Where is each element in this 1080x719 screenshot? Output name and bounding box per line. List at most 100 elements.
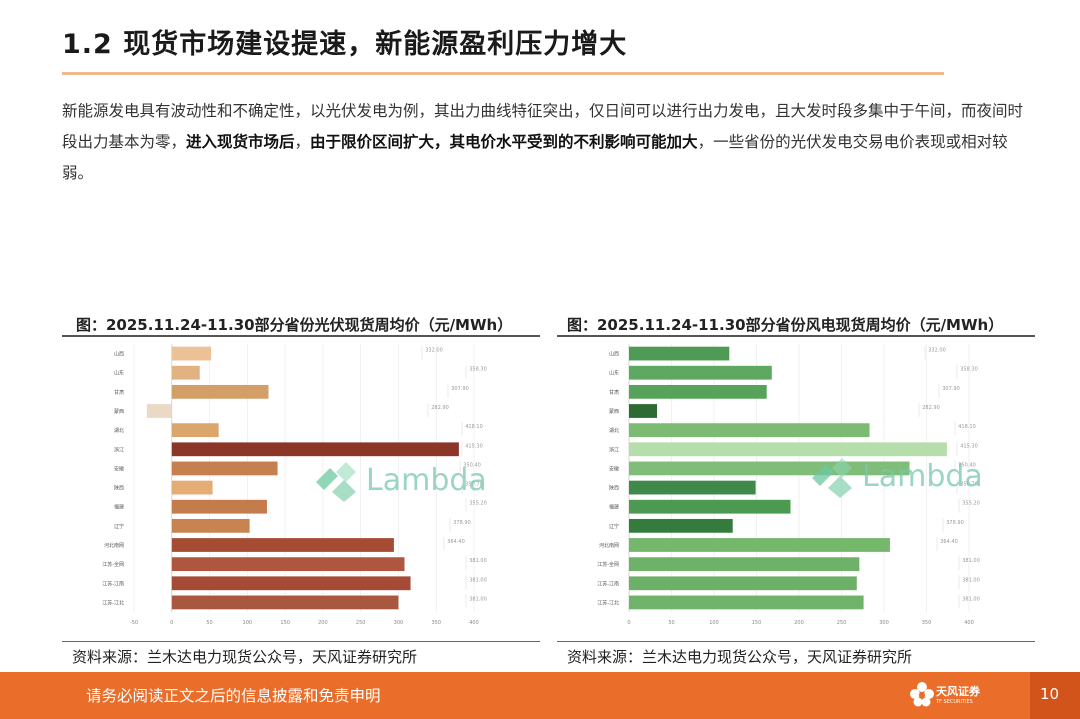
category-label: 甘肃 bbox=[114, 389, 124, 396]
category-label: 河北南网 bbox=[104, 542, 124, 549]
pv-figure-bottom-rule bbox=[62, 641, 540, 642]
pv-figure-source: 资料来源：兰木达电力现货公众号，天风证券研究所 bbox=[72, 648, 418, 666]
lambda-logo-icon bbox=[812, 458, 858, 502]
value-label: 307.90 bbox=[451, 386, 469, 392]
paragraph-bold-1: 进入现货市场后 bbox=[186, 133, 295, 151]
value-label: 282.90 bbox=[922, 405, 940, 411]
bar bbox=[629, 480, 756, 495]
category-label: 辽宁 bbox=[114, 523, 124, 530]
x-tick-label: 100 bbox=[243, 620, 253, 626]
footer-disclaimer: 请务必阅读正文之后的信息披露和免责申明 bbox=[86, 687, 381, 705]
category-label: 山东 bbox=[609, 370, 619, 377]
category-label: 山东 bbox=[114, 370, 124, 377]
value-label: 355.20 bbox=[469, 501, 487, 507]
footer-bar: 请务必阅读正文之后的信息披露和免责申明 天风证券 TF SECURITIES 1… bbox=[0, 672, 1080, 719]
wind-figure-top-rule bbox=[557, 335, 1035, 337]
bar bbox=[629, 404, 658, 418]
category-label: 江苏-全网 bbox=[597, 561, 619, 568]
body-paragraph: 新能源发电具有波动性和不确定性，以光伏发电为例，其出力曲线特征突出，仅日间可以进… bbox=[62, 96, 1030, 189]
wind-figure-bottom-rule bbox=[557, 641, 1035, 642]
category-label: 福建 bbox=[114, 504, 124, 511]
footer-brand: 天风证券 bbox=[936, 685, 980, 698]
x-tick-label: 350 bbox=[922, 620, 932, 626]
category-label: 浙江 bbox=[609, 446, 619, 453]
paragraph-text-1: 新能源发电具有波动性和不确定性，以光伏发电为例，其出力曲线特征突出，仅日间可以进… bbox=[62, 102, 1024, 151]
flower-logo-icon bbox=[910, 682, 934, 707]
page-title: 1.2 现货市场建设提速，新能源盈利压力增大 bbox=[62, 29, 628, 60]
bar bbox=[629, 576, 857, 591]
category-label: 江苏-江南 bbox=[597, 580, 619, 587]
category-label: 辽宁 bbox=[609, 523, 619, 530]
x-tick-label: 150 bbox=[752, 620, 762, 626]
value-label: 282.90 bbox=[431, 405, 449, 411]
x-tick-label: 250 bbox=[356, 620, 366, 626]
value-label: 381.00 bbox=[469, 558, 487, 564]
x-tick-label: 300 bbox=[879, 620, 889, 626]
value-label: 350.40 bbox=[463, 462, 481, 468]
bar bbox=[629, 538, 890, 552]
value-label: 378.90 bbox=[453, 520, 471, 526]
lambda-logo-icon bbox=[316, 462, 362, 506]
x-tick-label: 200 bbox=[318, 620, 328, 626]
x-tick-label: 100 bbox=[709, 620, 719, 626]
category-label: 陕西 bbox=[609, 485, 619, 492]
category-label: 安徽 bbox=[114, 465, 124, 472]
bar bbox=[629, 518, 733, 533]
x-tick-label: 200 bbox=[794, 620, 804, 626]
x-tick-label: 150 bbox=[280, 620, 290, 626]
category-label: 浙江 bbox=[114, 446, 124, 453]
page-number-box bbox=[1030, 672, 1080, 719]
value-label: 381.00 bbox=[469, 596, 487, 602]
paragraph-text-2: ， bbox=[294, 133, 311, 151]
x-tick-label: 0 bbox=[627, 620, 630, 626]
value-label: 364.40 bbox=[940, 539, 958, 545]
wind-figure-source: 资料来源：兰木达电力现货公众号，天风证券研究所 bbox=[567, 648, 913, 666]
paragraph-bold-2: 由于限价区间扩大，其电价水平受到的不利影响可能加大 bbox=[310, 133, 698, 151]
category-label: 江苏-全网 bbox=[102, 561, 124, 568]
value-label: 332.00 bbox=[928, 348, 946, 354]
category-label: 福建 bbox=[609, 504, 619, 511]
bar bbox=[171, 576, 411, 591]
value-label: 415.30 bbox=[465, 443, 483, 449]
pv-price-chart: -50 0 50 100 150 200 250 300 350 400 山西 332.00 山东 358… bbox=[62, 338, 540, 638]
bar bbox=[146, 404, 172, 418]
x-tick-label: 300 bbox=[394, 620, 404, 626]
category-label: 江苏-江北 bbox=[102, 599, 124, 606]
wind-watermark: Lambda bbox=[862, 459, 983, 494]
x-tick-label: 400 bbox=[964, 620, 974, 626]
value-label: 418.10 bbox=[958, 424, 976, 430]
category-label: 山西 bbox=[114, 351, 124, 358]
x-tick-label: 250 bbox=[837, 620, 847, 626]
category-label: 山西 bbox=[609, 351, 619, 358]
value-label: 350.70 bbox=[960, 482, 978, 488]
value-label: 355.20 bbox=[962, 501, 980, 507]
category-label: 江苏-江南 bbox=[102, 580, 124, 587]
pv-figure-title: 图：2025.11.24-11.30部分省份光伏现货周均价（元/MWh） bbox=[76, 316, 513, 334]
bar bbox=[171, 499, 267, 514]
bar bbox=[629, 346, 730, 361]
x-tick-label: 400 bbox=[469, 620, 479, 626]
wind-chart-svg: 0 50 100 150 200 250 300 350 400 山西 332.00 山东 358.30… bbox=[597, 344, 980, 626]
value-label: 307.90 bbox=[942, 386, 960, 392]
bar bbox=[171, 557, 405, 572]
x-tick-label: 50 bbox=[206, 620, 212, 626]
value-label: 364.40 bbox=[447, 539, 465, 545]
value-label: 381.00 bbox=[962, 577, 980, 583]
bar bbox=[171, 480, 213, 495]
value-label: 381.00 bbox=[962, 558, 980, 564]
value-label: 350.70 bbox=[465, 482, 483, 488]
bar bbox=[171, 461, 278, 476]
bar bbox=[171, 365, 200, 380]
bar bbox=[629, 499, 791, 514]
value-label: 358.30 bbox=[469, 367, 487, 373]
tf-securities-logo bbox=[910, 681, 992, 711]
bar bbox=[171, 538, 394, 552]
value-label: 332.00 bbox=[425, 348, 443, 354]
value-label: 418.10 bbox=[465, 424, 483, 430]
pv-figure-top-rule bbox=[62, 335, 540, 337]
category-label: 湖北 bbox=[609, 427, 619, 434]
footer-brand-sub: TF SECURITIES bbox=[936, 699, 973, 705]
page-number: 10 bbox=[1040, 685, 1060, 703]
x-tick-label: -50 bbox=[130, 620, 138, 626]
value-label: 358.30 bbox=[960, 367, 978, 373]
